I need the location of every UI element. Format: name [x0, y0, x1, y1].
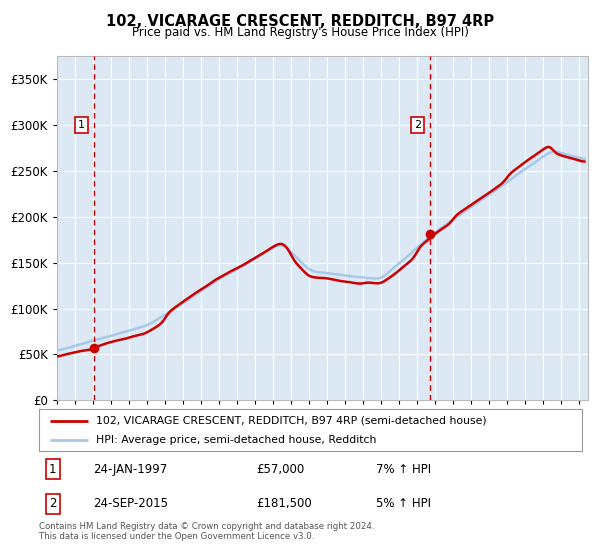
Text: 102, VICARAGE CRESCENT, REDDITCH, B97 4RP: 102, VICARAGE CRESCENT, REDDITCH, B97 4R… [106, 14, 494, 29]
Text: 5% ↑ HPI: 5% ↑ HPI [376, 497, 431, 510]
Text: 2: 2 [414, 120, 421, 130]
Text: Price paid vs. HM Land Registry's House Price Index (HPI): Price paid vs. HM Land Registry's House … [131, 26, 469, 39]
Text: 1: 1 [78, 120, 85, 130]
Text: HPI: Average price, semi-detached house, Redditch: HPI: Average price, semi-detached house,… [96, 435, 376, 445]
Text: 102, VICARAGE CRESCENT, REDDITCH, B97 4RP (semi-detached house): 102, VICARAGE CRESCENT, REDDITCH, B97 4R… [96, 416, 487, 426]
Text: Contains HM Land Registry data © Crown copyright and database right 2024.
This d: Contains HM Land Registry data © Crown c… [39, 522, 374, 542]
Text: 2: 2 [49, 497, 56, 510]
Text: 1: 1 [49, 463, 56, 475]
Text: 7% ↑ HPI: 7% ↑ HPI [376, 463, 431, 475]
Text: 24-JAN-1997: 24-JAN-1997 [94, 463, 167, 475]
Text: £181,500: £181,500 [256, 497, 312, 510]
Text: £57,000: £57,000 [256, 463, 304, 475]
Text: 24-SEP-2015: 24-SEP-2015 [94, 497, 168, 510]
